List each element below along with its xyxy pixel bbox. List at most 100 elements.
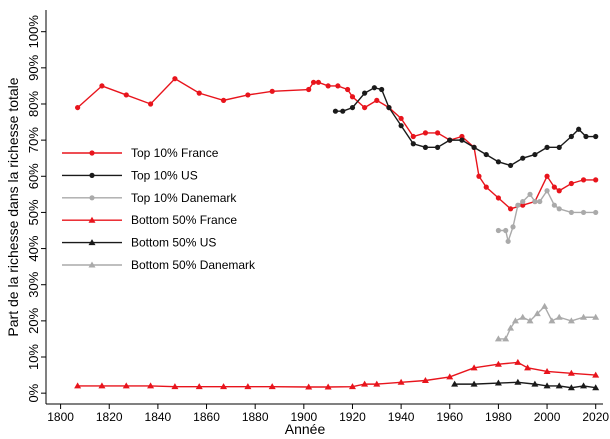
x-tick-label: 1840 xyxy=(145,410,172,424)
marker xyxy=(495,195,502,201)
marker xyxy=(494,360,502,367)
marker xyxy=(548,317,556,324)
marker xyxy=(531,380,539,387)
x-tick-label: 2020 xyxy=(582,410,609,424)
marker xyxy=(505,238,511,244)
marker xyxy=(305,383,313,390)
marker xyxy=(520,198,526,205)
marker xyxy=(324,383,332,390)
marker xyxy=(435,130,441,136)
y-tick-label: 80% xyxy=(26,91,41,117)
marker xyxy=(567,369,575,376)
marker xyxy=(514,378,522,385)
marker xyxy=(373,380,381,387)
marker xyxy=(349,94,356,100)
x-tick-label: 1940 xyxy=(388,410,415,424)
marker xyxy=(526,317,534,324)
marker xyxy=(568,133,574,140)
marker xyxy=(567,317,575,324)
marker xyxy=(147,101,154,107)
marker xyxy=(551,202,557,208)
marker xyxy=(325,83,331,89)
marker xyxy=(580,313,588,320)
marker xyxy=(269,88,275,94)
marker xyxy=(544,144,550,150)
y-tick-label: 70% xyxy=(26,127,41,153)
marker xyxy=(220,97,227,103)
marker xyxy=(533,310,541,317)
marker xyxy=(447,137,453,143)
marker xyxy=(88,239,96,246)
marker xyxy=(89,150,95,156)
marker xyxy=(510,224,516,230)
marker xyxy=(75,104,81,111)
x-tick-label: 1920 xyxy=(339,410,366,424)
y-tick-label: 50% xyxy=(26,199,41,225)
marker xyxy=(556,144,562,150)
marker xyxy=(524,364,532,371)
marker xyxy=(507,324,515,331)
marker xyxy=(593,177,599,183)
x-axis-label: Année xyxy=(285,421,326,437)
marker xyxy=(335,83,341,89)
marker xyxy=(543,382,551,389)
x-tick-label: 1820 xyxy=(96,410,123,424)
marker xyxy=(568,180,574,187)
marker xyxy=(310,79,317,85)
marker xyxy=(362,104,368,111)
marker xyxy=(362,90,368,96)
marker xyxy=(361,380,369,387)
legend-label: Bottom 50% US xyxy=(131,236,216,250)
y-axis-label: Part de la richesse dans la richesse tot… xyxy=(5,77,21,336)
y-tick-label: 40% xyxy=(26,235,41,261)
marker xyxy=(519,313,527,320)
marker xyxy=(386,104,392,111)
marker xyxy=(332,108,339,114)
x-tick-label: 2000 xyxy=(534,410,561,424)
marker xyxy=(576,126,582,132)
marker xyxy=(398,115,404,122)
marker xyxy=(495,227,502,234)
legend-label: Top 10% Danemark xyxy=(131,191,237,205)
series-line xyxy=(454,381,596,389)
x-tick-label: 1900 xyxy=(290,410,317,424)
marker xyxy=(379,86,385,93)
marker xyxy=(89,172,95,178)
x-tick-label: 1960 xyxy=(436,410,463,424)
marker xyxy=(268,383,276,390)
marker xyxy=(348,383,356,390)
marker xyxy=(99,83,105,89)
x-tick-label: 1880 xyxy=(242,410,269,424)
marker xyxy=(471,144,477,150)
marker xyxy=(593,133,599,140)
marker xyxy=(544,188,550,194)
marker xyxy=(171,383,179,390)
y-tick-label: 60% xyxy=(26,163,41,189)
marker xyxy=(147,382,155,389)
marker xyxy=(507,162,514,169)
marker xyxy=(398,123,404,129)
marker xyxy=(88,261,96,268)
marker xyxy=(556,206,562,212)
marker xyxy=(245,92,251,98)
marker xyxy=(514,358,522,365)
marker xyxy=(74,382,82,389)
marker xyxy=(532,198,538,205)
marker xyxy=(544,173,550,179)
marker xyxy=(503,227,509,234)
marker xyxy=(410,133,416,140)
marker xyxy=(527,191,533,197)
marker xyxy=(511,317,519,324)
marker xyxy=(592,313,600,320)
marker xyxy=(220,383,228,390)
marker xyxy=(122,382,130,389)
marker xyxy=(483,151,489,158)
marker xyxy=(446,373,454,380)
x-tick-label: 1800 xyxy=(47,410,74,424)
marker xyxy=(345,86,351,93)
marker xyxy=(520,202,526,208)
marker xyxy=(88,216,96,223)
marker xyxy=(410,141,416,147)
marker xyxy=(520,155,526,161)
marker xyxy=(580,209,587,216)
